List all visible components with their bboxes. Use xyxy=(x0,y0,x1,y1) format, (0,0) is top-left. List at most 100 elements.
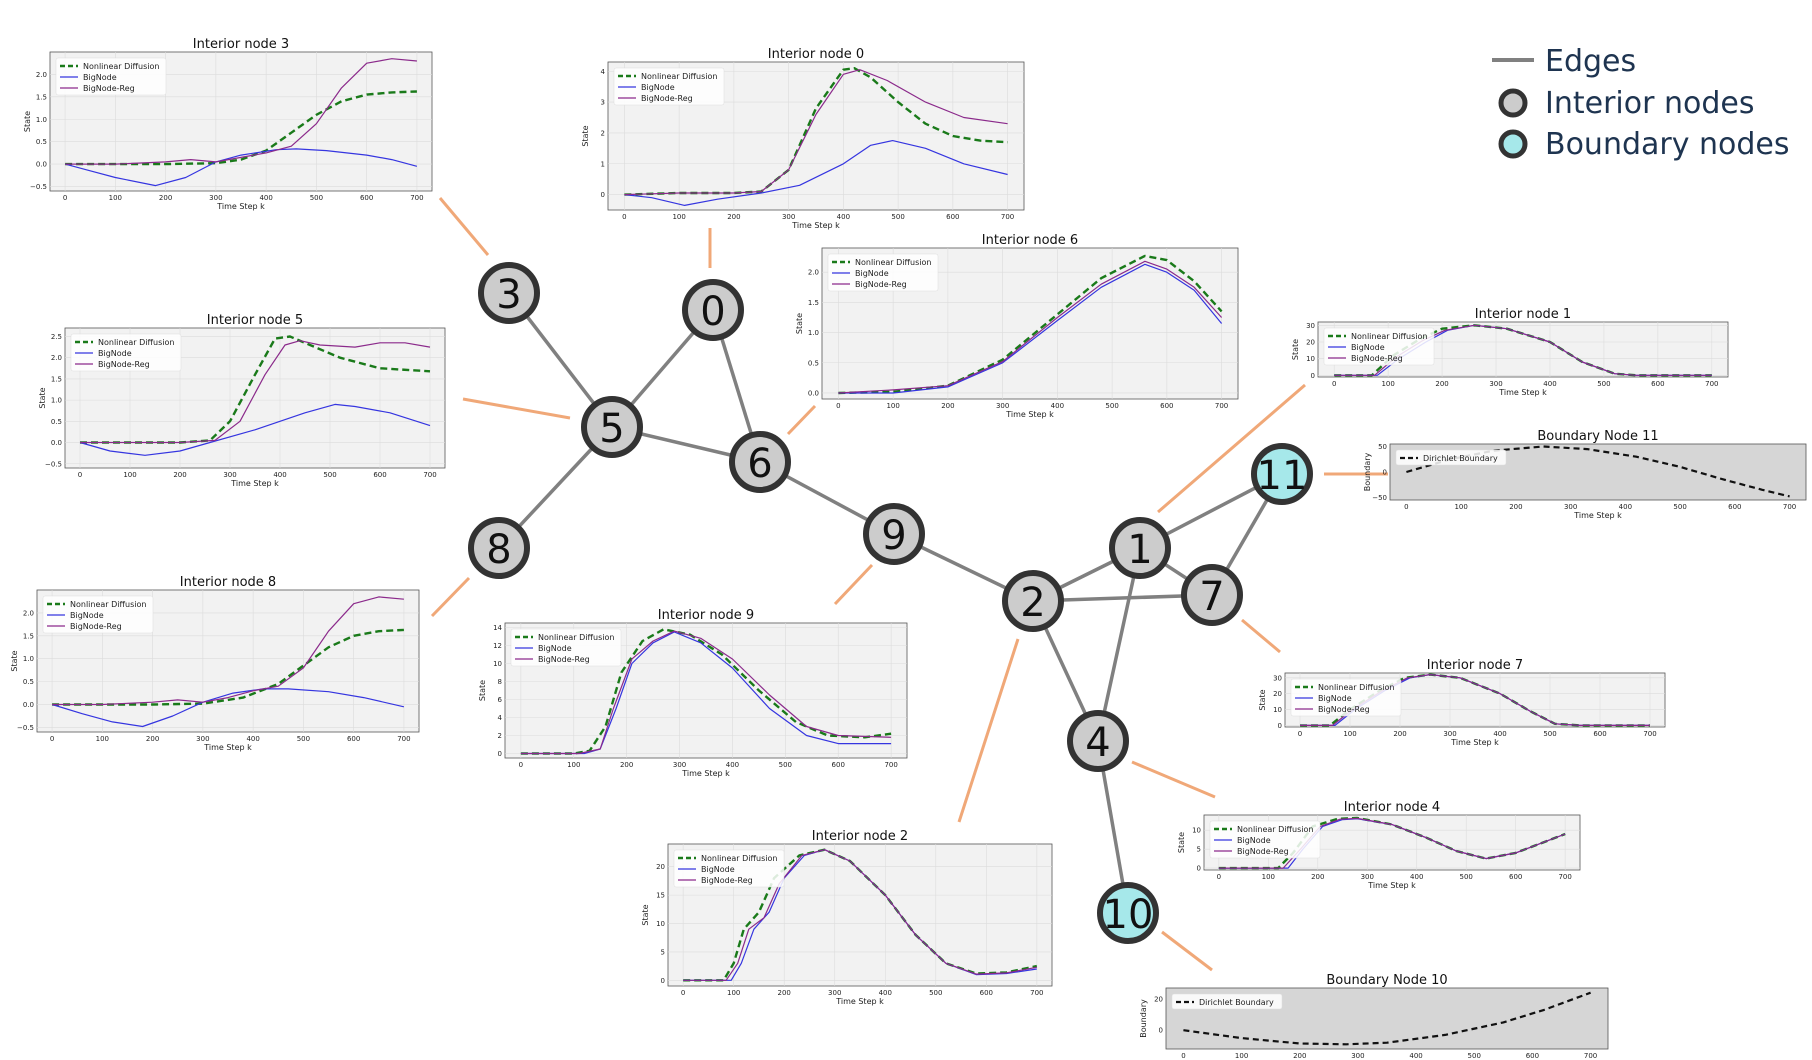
legend-box xyxy=(1323,327,1435,366)
y-tick-label: 0.0 xyxy=(51,439,62,447)
series-line-bignode-reg xyxy=(624,69,1008,196)
legend-box xyxy=(1290,678,1402,717)
y-tick-label: −50 xyxy=(1372,494,1387,502)
series-line-bignode-reg xyxy=(838,260,1223,394)
y-tick-label: 50 xyxy=(1378,443,1387,451)
legend-entry: BigNode-Reg xyxy=(1318,705,1370,714)
plot-connector xyxy=(833,563,874,606)
x-tick-label: 400 xyxy=(259,194,272,202)
legend-entry: BigNode xyxy=(1351,343,1385,352)
plot-node-9: Interior node 9 0 100 200 300 400 500 600 700 0 2 4… xyxy=(478,608,908,778)
y-tick-label: 2.0 xyxy=(808,269,819,277)
y-tick-label: 20 xyxy=(1273,690,1282,698)
y-tick-label: 30 xyxy=(1273,674,1282,682)
x-tick-label: 0 xyxy=(50,735,54,743)
node-circle xyxy=(581,396,643,458)
series-line-nonlinear xyxy=(52,628,404,706)
y-axis-label: State xyxy=(10,650,19,671)
y-tick-label: 3 xyxy=(601,99,605,107)
node-label: 2 xyxy=(1020,580,1045,626)
x-axis-label: Time Step k xyxy=(1450,738,1499,747)
node-label: 6 xyxy=(747,441,772,487)
plot-title: Interior node 2 xyxy=(812,829,908,844)
x-tick-label: 600 xyxy=(360,194,373,202)
plot-title: Interior node 4 xyxy=(1344,800,1440,815)
node-circle xyxy=(1002,570,1064,632)
plot-legend: Nonlinear Diffusion BigNode BigNode-Reg xyxy=(55,57,167,96)
y-tick-label: 12 xyxy=(493,642,502,650)
x-tick-label: 400 xyxy=(1543,380,1556,388)
plot-node-10: Boundary Node 10 0 100 200 300 400 500 600 700 0 2… xyxy=(1139,973,1609,1060)
plot-title: Interior node 7 xyxy=(1427,658,1523,673)
legend-box xyxy=(510,628,622,667)
x-tick-label: 700 xyxy=(1001,213,1014,221)
x-tick-label: 200 xyxy=(159,194,172,202)
legend-entry: BigNode-Reg xyxy=(83,84,135,93)
y-axis-label: State xyxy=(38,387,47,408)
x-tick-label: 700 xyxy=(1558,873,1571,881)
legend-entry: BigNode-Reg xyxy=(70,622,122,631)
x-tick-label: 100 xyxy=(1343,730,1356,738)
y-tick-label: 2.0 xyxy=(23,609,34,617)
x-tick-label: 200 xyxy=(1509,503,1522,511)
y-tick-label: 0.0 xyxy=(808,389,819,397)
y-tick-label: −0.5 xyxy=(45,460,62,468)
y-axis-label: State xyxy=(641,904,650,925)
x-tick-label: 600 xyxy=(832,761,845,769)
legend-box xyxy=(1209,820,1321,859)
y-tick-label: 5 xyxy=(661,948,665,956)
node-circle xyxy=(478,262,540,324)
legend-entry: BigNode xyxy=(70,611,104,620)
node-circle xyxy=(1109,517,1171,579)
y-tick-label: 0 xyxy=(1383,469,1387,477)
x-tick-label: 700 xyxy=(1584,1052,1597,1060)
x-tick-label: 300 xyxy=(223,471,236,479)
node-label: 3 xyxy=(496,272,521,318)
x-tick-label: 300 xyxy=(1564,503,1577,511)
x-tick-label: 700 xyxy=(410,194,423,202)
plot-title: Interior node 6 xyxy=(982,233,1078,248)
y-tick-label: 10 xyxy=(1306,355,1315,363)
y-tick-label: 0 xyxy=(601,191,605,199)
graph-node-11: 11 xyxy=(1251,443,1313,505)
y-tick-label: 0 xyxy=(498,750,502,758)
y-axis-label: State xyxy=(581,125,590,146)
plot-node-7: Interior node 7 0 100 200 300 400 500 600 700 0 10… xyxy=(1258,658,1666,747)
x-tick-label: 400 xyxy=(1410,873,1423,881)
plot-node-11: Boundary Node 110 100 200 300 400 500 600 700−5… xyxy=(1363,429,1807,520)
x-tick-label: 100 xyxy=(123,471,136,479)
x-tick-label: 0 xyxy=(1404,503,1408,511)
x-tick-label: 200 xyxy=(620,761,633,769)
plot-connector xyxy=(957,638,1020,823)
legend-entry: Nonlinear Diffusion xyxy=(1351,332,1427,341)
y-axis-label: Boundary xyxy=(1363,452,1372,491)
x-tick-label: 0 xyxy=(622,213,626,221)
series-line-nonlinear xyxy=(65,90,417,166)
legend-entry: BigNode xyxy=(538,644,572,653)
figure-legend: Edges Interior nodes Boundary nodes xyxy=(1492,44,1790,162)
node-label: 11 xyxy=(1257,453,1308,499)
legend-entry: Nonlinear Diffusion xyxy=(70,600,146,609)
plot-connector xyxy=(462,397,571,420)
x-axis-label: Time Step k xyxy=(791,221,840,230)
legend-entry: BigNode xyxy=(83,73,117,82)
plot-connector xyxy=(1131,760,1216,799)
x-tick-label: 0 xyxy=(78,471,82,479)
series-line-bignode xyxy=(624,140,1008,206)
plot-legend: Nonlinear Diffusion BigNode BigNode-Reg xyxy=(42,595,154,634)
legend-entry: BigNode xyxy=(1237,836,1271,845)
x-tick-label: 700 xyxy=(423,471,436,479)
x-tick-label: 100 xyxy=(567,761,580,769)
series-line-nonlinear xyxy=(520,628,892,755)
x-axis-label: Time Step k xyxy=(681,769,730,778)
series-line-bignode-reg xyxy=(52,596,404,706)
node-label: 10 xyxy=(1103,892,1154,938)
node-circle xyxy=(1181,564,1243,626)
x-tick-label: 700 xyxy=(1783,503,1796,511)
x-tick-label: 100 xyxy=(727,989,740,997)
graph-node-10: 10 xyxy=(1097,882,1159,944)
legend-entry: BigNode-Reg xyxy=(1351,354,1403,363)
y-tick-label: 20 xyxy=(1154,995,1163,1003)
legend-entry: BigNode-Reg xyxy=(701,876,753,885)
x-axis-label: Time Step k xyxy=(1005,410,1054,419)
